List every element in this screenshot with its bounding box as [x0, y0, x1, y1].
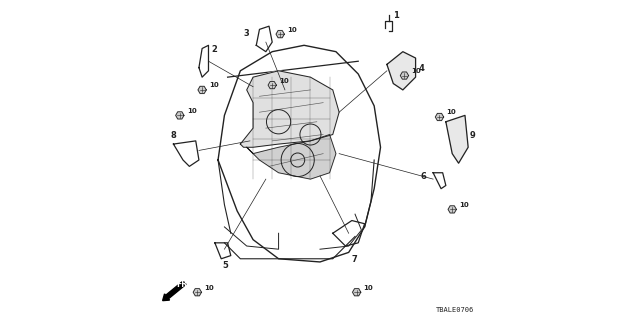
FancyArrow shape — [163, 281, 186, 300]
Text: 9: 9 — [470, 131, 476, 140]
Text: TBALE0706: TBALE0706 — [436, 307, 474, 313]
Text: 10: 10 — [460, 202, 469, 208]
Text: 6: 6 — [420, 172, 426, 181]
Polygon shape — [387, 52, 415, 90]
Text: 4: 4 — [419, 64, 425, 73]
Text: 10: 10 — [364, 285, 373, 291]
Text: 7: 7 — [352, 255, 358, 264]
Text: 10: 10 — [187, 108, 196, 114]
Text: 2: 2 — [212, 45, 218, 54]
Polygon shape — [198, 86, 206, 93]
Polygon shape — [268, 82, 276, 89]
Polygon shape — [175, 112, 184, 119]
Polygon shape — [353, 289, 361, 296]
Text: 10: 10 — [279, 77, 289, 84]
Polygon shape — [400, 72, 408, 79]
Text: 5: 5 — [223, 261, 228, 270]
Text: FR.: FR. — [177, 280, 191, 289]
Text: 10: 10 — [447, 109, 456, 116]
Polygon shape — [446, 116, 468, 163]
Text: 8: 8 — [170, 131, 176, 140]
Text: 10: 10 — [412, 68, 421, 74]
Text: 1: 1 — [394, 11, 399, 20]
Text: 3: 3 — [244, 29, 250, 38]
Polygon shape — [448, 206, 456, 213]
Text: 10: 10 — [287, 27, 297, 33]
Polygon shape — [435, 113, 444, 121]
Text: 10: 10 — [204, 285, 214, 291]
Polygon shape — [276, 31, 284, 38]
Polygon shape — [193, 289, 202, 296]
Polygon shape — [241, 71, 339, 147]
Polygon shape — [246, 134, 336, 179]
Text: 10: 10 — [209, 82, 219, 88]
